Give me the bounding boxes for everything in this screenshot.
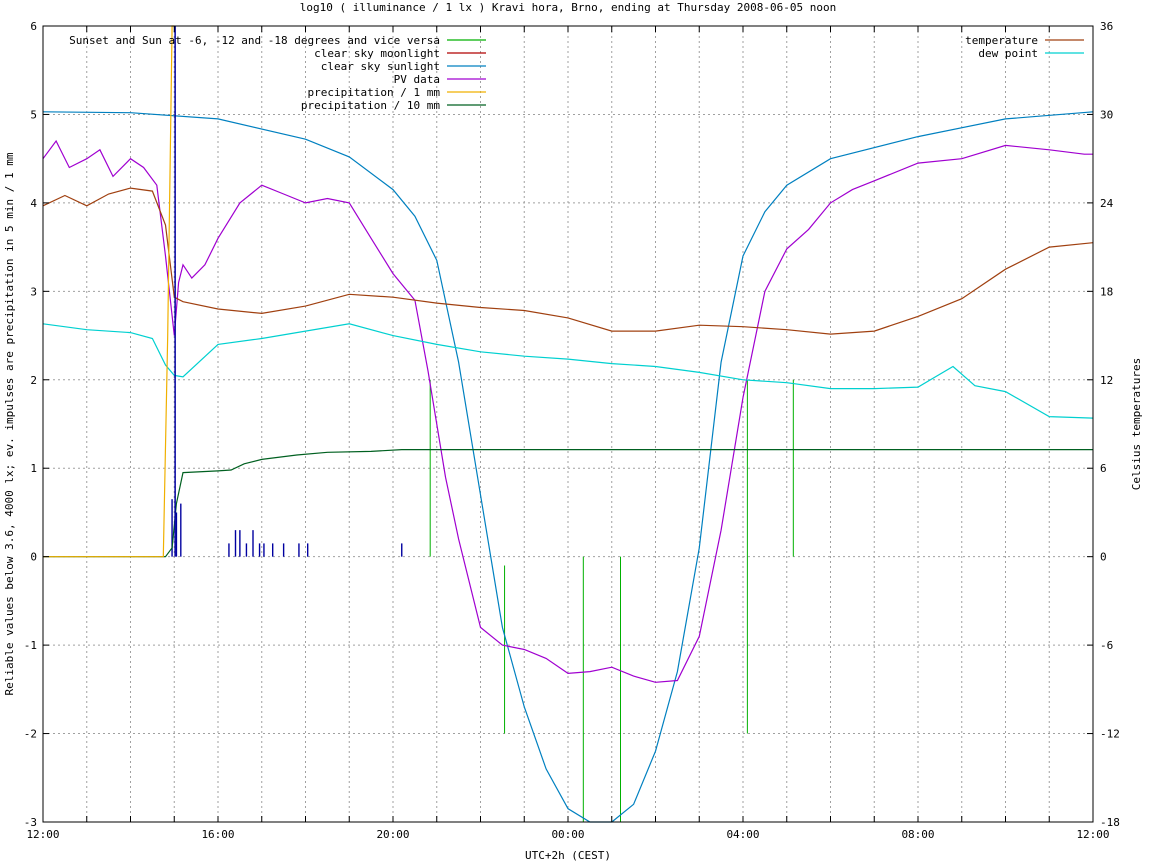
x-tick-label: 12:00 — [1076, 828, 1109, 841]
x-axis-label: UTC+2h (CEST) — [525, 849, 611, 862]
plot-series — [42, 25, 1094, 823]
y2-tick-label: -12 — [1100, 728, 1120, 741]
y2-tick-label: 30 — [1100, 108, 1113, 121]
legend-label: Sunset and Sun at -6, -12 and -18 degree… — [69, 34, 440, 47]
legend-label: dew point — [978, 47, 1038, 60]
series-line-temperature — [42, 187, 1094, 335]
y2-tick-label: 24 — [1100, 197, 1114, 210]
x-tick-label: 04:00 — [726, 828, 759, 841]
y2-tick-label: 0 — [1100, 551, 1107, 564]
y-tick-label: -2 — [24, 728, 37, 741]
legend: Sunset and Sun at -6, -12 and -18 degree… — [69, 34, 1084, 112]
x-tick-label: 20:00 — [376, 828, 409, 841]
y2-tick-label: 12 — [1100, 374, 1113, 387]
series-line-sunlight — [42, 111, 1094, 823]
x-tick-label: 12:00 — [26, 828, 59, 841]
legend-label: clear sky moonlight — [314, 47, 440, 60]
y-tick-label: -1 — [24, 639, 37, 652]
legend-label: clear sky sunlight — [321, 60, 440, 73]
y2-tick-label: 36 — [1100, 20, 1113, 33]
y2-axis-label: Celsius temperatures — [1130, 358, 1143, 490]
y2-tick-label: -18 — [1100, 816, 1120, 829]
plot-frame — [42, 25, 1094, 823]
y-axis-label: Reliable values below 3.6, 4000 lx; ev. … — [3, 152, 16, 695]
x-tick-label: 08:00 — [901, 828, 934, 841]
y-tick-label: 2 — [30, 374, 37, 387]
y-tick-label: -3 — [24, 816, 37, 829]
y-tick-label: 4 — [30, 197, 37, 210]
y2-tick-label: -6 — [1100, 639, 1113, 652]
y-tick-label: 6 — [30, 20, 37, 33]
y2-tick-label: 6 — [1100, 462, 1107, 475]
series-line-precip10 — [43, 449, 1093, 558]
legend-label: precipitation / 1 mm — [308, 86, 441, 99]
series-line-dewpoint — [42, 323, 1094, 419]
legend-label: PV data — [394, 73, 440, 86]
y-tick-label: 0 — [30, 551, 37, 564]
x-tick-label: 00:00 — [551, 828, 584, 841]
y-tick-label: 3 — [30, 285, 37, 298]
x-tick-label: 16:00 — [201, 828, 234, 841]
y2-tick-label: 18 — [1100, 285, 1113, 298]
legend-label: temperature — [965, 34, 1038, 47]
legend-label: precipitation / 10 mm — [301, 99, 440, 112]
grid — [43, 26, 1093, 822]
chart-title: log10 ( illuminance / 1 lx ) Kravi hora,… — [300, 1, 836, 14]
y-tick-label: 5 — [30, 108, 37, 121]
y-tick-label: 1 — [30, 462, 37, 475]
series-line-pv — [42, 139, 1093, 683]
